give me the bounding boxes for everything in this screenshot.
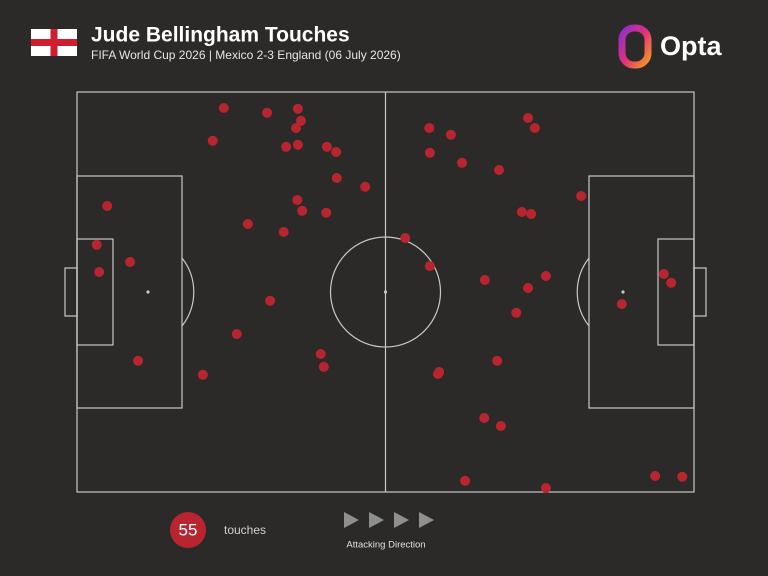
touch-dot [677, 471, 688, 482]
touch-dot [540, 271, 551, 281]
chart-title: Jude Bellingham Touches [91, 24, 350, 47]
touch-count: 55 [179, 520, 198, 539]
touch-dot [576, 191, 587, 201]
touch-dot [218, 103, 229, 113]
touch-dot [424, 123, 435, 133]
touch-dot [207, 135, 218, 146]
touch-dot [242, 219, 253, 229]
touch-dot [445, 129, 456, 140]
touch-dot [321, 141, 332, 152]
touch-dot [318, 361, 329, 372]
touch-dot [133, 355, 144, 366]
touch-dot [526, 209, 537, 219]
touch-dot [494, 165, 505, 175]
touch-dot [540, 483, 551, 493]
touch-dot [479, 275, 490, 285]
touch-dot [91, 239, 102, 250]
brand-name: Opta [660, 31, 722, 61]
touch-dot [265, 295, 276, 306]
brand-logo: Opta [618, 24, 722, 69]
touch-dot [315, 349, 326, 359]
touch-dot [102, 201, 113, 211]
touch-dot [292, 139, 303, 150]
touches [91, 103, 688, 493]
touch-dot [197, 369, 208, 380]
touch-dot [424, 261, 435, 271]
touch-dot [523, 113, 534, 123]
touch-dot [94, 267, 105, 277]
touch-dot [231, 329, 242, 339]
touch-dot [495, 421, 506, 431]
direction-arrows [344, 512, 434, 528]
touch-dot [400, 233, 411, 243]
touch-dot [616, 299, 627, 309]
touch-dot [331, 147, 342, 157]
touch-dot [291, 123, 302, 133]
direction-label: Attacking Direction [346, 540, 425, 551]
touch-dot [125, 257, 136, 267]
touch-dot [523, 283, 534, 293]
touch-dot [529, 123, 540, 133]
touch-dot [295, 115, 306, 126]
chart-subtitle: FIFA World Cup 2026 | Mexico 2-3 England… [91, 48, 401, 62]
touch-dot [331, 173, 342, 183]
pitch [64, 91, 707, 493]
touch-dot [321, 207, 332, 218]
touch-dot [511, 307, 522, 318]
touch-dot [281, 141, 292, 152]
count-badge [170, 512, 206, 548]
flag [31, 29, 77, 56]
touch-dot [292, 195, 303, 205]
count-label: touches [224, 523, 266, 537]
touch-dot [292, 103, 303, 114]
touch-dot [278, 227, 289, 237]
touch-dot [297, 205, 308, 216]
touch-dot [516, 207, 527, 217]
touch-dot [360, 181, 371, 192]
touch-dot [658, 269, 669, 279]
touch-dot [460, 475, 471, 486]
touch-dot [424, 147, 435, 158]
touch-dot [666, 277, 677, 288]
touch-dot [650, 471, 661, 481]
touch-dot [457, 157, 468, 168]
touch-dot [492, 355, 503, 366]
touch-dot [479, 413, 490, 423]
touch-dot [262, 107, 273, 118]
touch-dot [432, 369, 443, 379]
